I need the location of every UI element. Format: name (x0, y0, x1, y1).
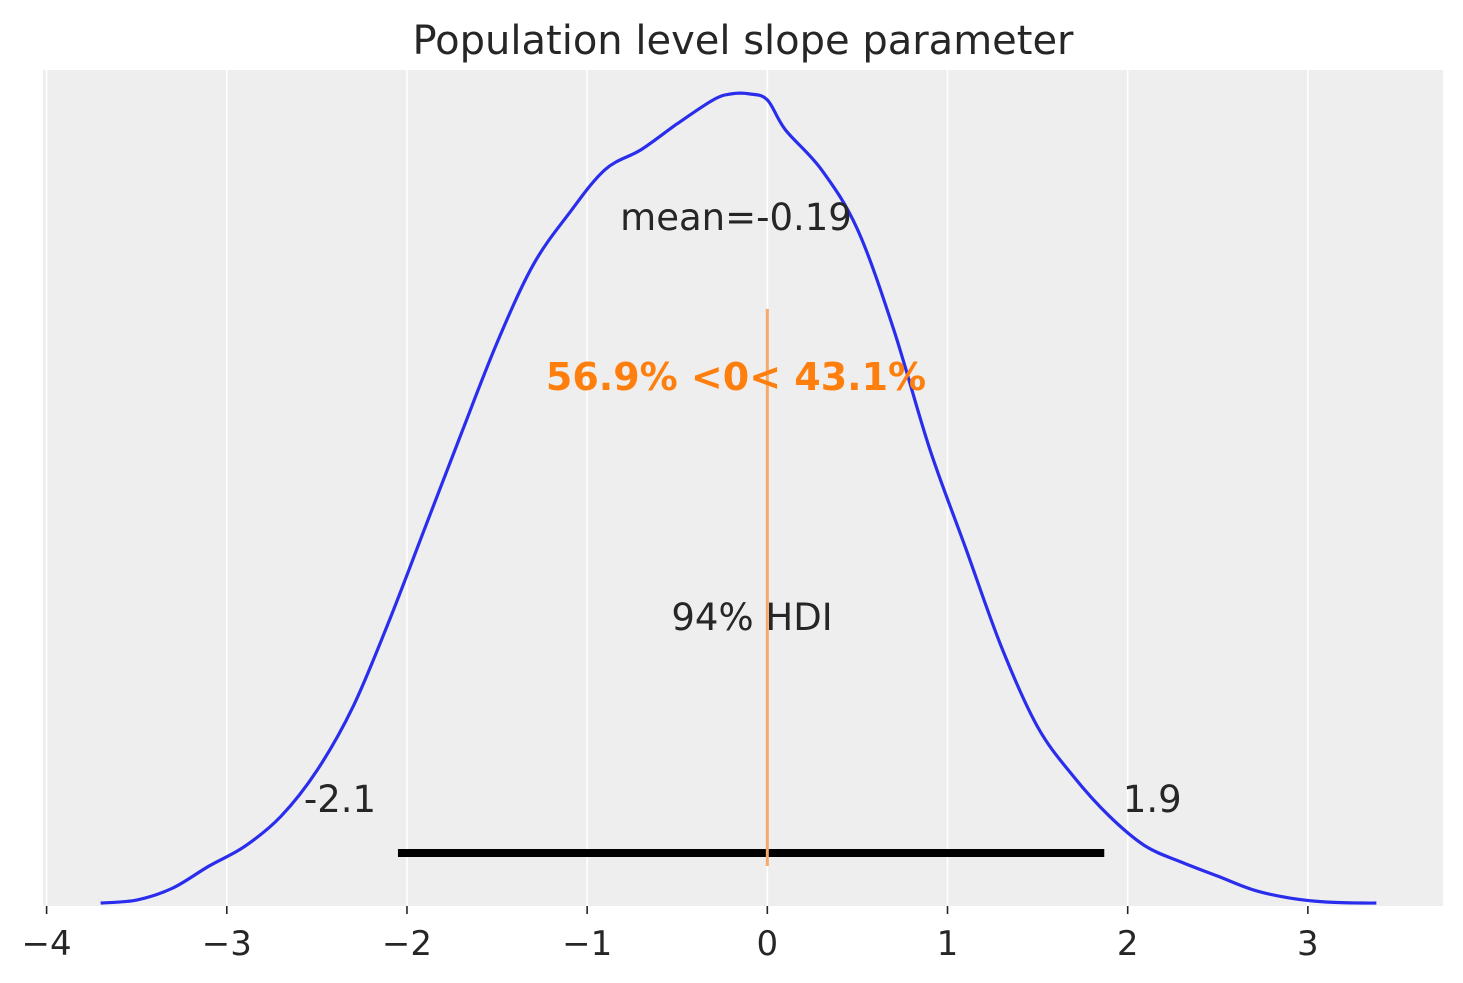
x-tick-label: −2 (382, 924, 432, 964)
grid-lines (45, 70, 1309, 906)
x-tick-label: 1 (937, 924, 959, 964)
hdi-high-label: 1.9 (1123, 778, 1182, 821)
reference-label: 56.9% <0< 43.1% (546, 355, 926, 399)
x-tick-label: −1 (562, 924, 612, 964)
x-axis-ticks: −4 −3 −2 −1 0 1 2 3 (22, 906, 1319, 964)
chart-title: Population level slope parameter (412, 18, 1074, 64)
mean-label: mean=-0.19 (620, 196, 852, 239)
x-tick-label: −3 (202, 924, 252, 964)
hdi-low-label: -2.1 (304, 778, 376, 821)
x-tick-label: 2 (1117, 924, 1139, 964)
plot-area (43, 70, 1443, 906)
x-tick-label: 0 (757, 924, 779, 964)
hdi-label: 94% HDI (671, 596, 832, 639)
x-tick-label: −4 (22, 924, 72, 964)
density-curve (100, 91, 1377, 905)
x-tick-label: 3 (1297, 924, 1319, 964)
